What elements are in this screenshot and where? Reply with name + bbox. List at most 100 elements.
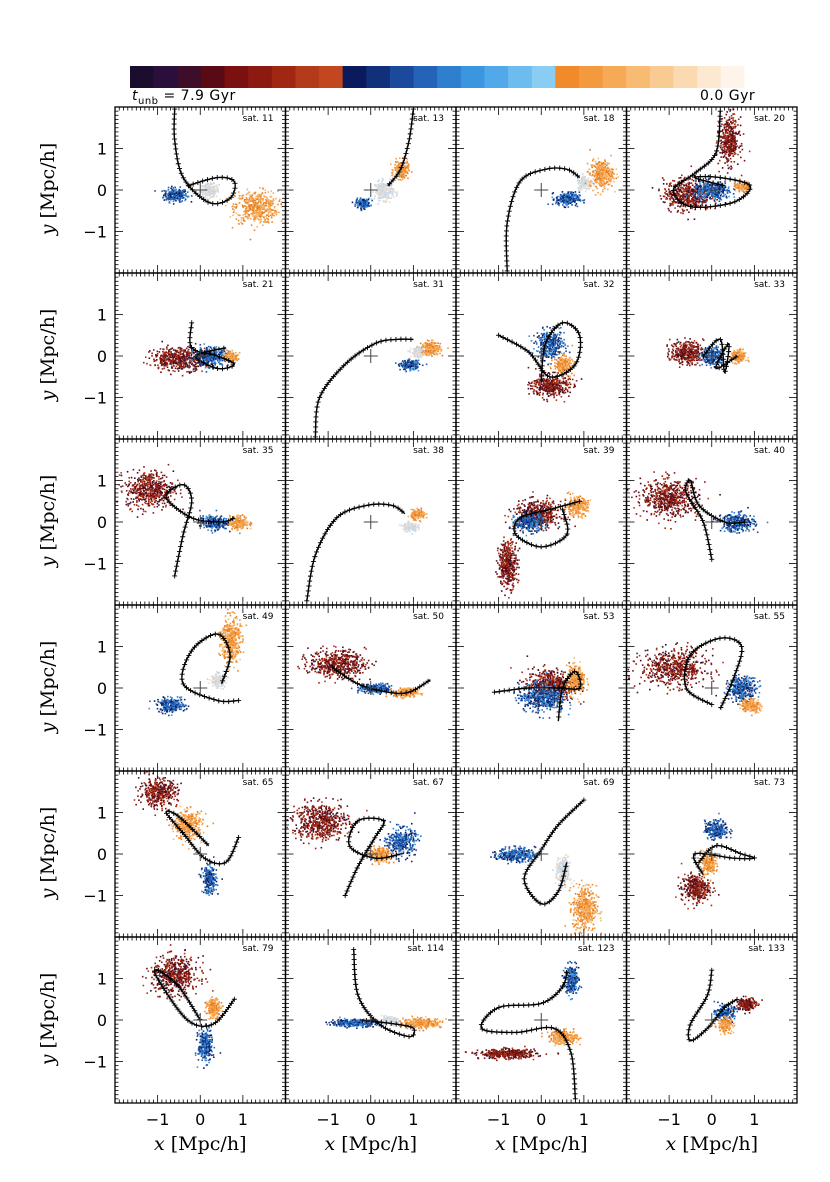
particle-point [699,183,702,186]
particle-point [382,185,384,188]
particle-point [263,195,265,198]
orbit-marker [390,177,396,183]
particle-point [675,188,678,191]
particle-point [195,359,198,361]
particle-point [264,198,267,201]
particle-point [174,370,176,373]
particle-point [176,195,179,198]
particle-point [260,206,263,209]
particle-point [366,205,368,208]
particle-point [714,189,717,192]
particle-point [385,182,388,185]
particle-point [709,184,711,186]
particle-point [376,190,379,193]
particle-point [712,195,715,197]
particle-point [717,162,720,165]
particle-point [597,172,599,175]
particle-point [163,364,166,367]
particle-point [574,198,576,200]
particle-point [726,122,728,124]
particle-point [176,194,178,196]
particle-point [733,188,736,191]
particle-point [211,191,214,193]
particle-point [289,200,291,202]
particle-point [170,185,173,188]
particle-point [169,193,171,196]
particle-point [724,153,727,155]
orbit-marker [712,203,718,209]
particle-point [709,191,711,194]
particle-point [731,140,733,142]
particle-point [168,195,171,197]
particle-point [362,204,364,207]
particle-point [560,201,562,203]
particle-point [180,350,183,352]
particle-point [179,359,181,361]
particle-point [388,188,391,191]
particle-point [708,193,711,196]
particle-point [725,128,728,131]
particle-point [188,361,190,364]
orbit-marker [220,199,226,205]
particle-point [362,199,364,201]
particle-point [186,191,189,193]
particle-point [586,171,589,173]
particle-point [260,212,263,214]
particle-point [734,186,737,189]
particle-point [177,356,180,359]
particle-point [699,186,702,189]
particle-point [181,367,184,370]
particle-point [275,211,278,214]
particle-point [718,200,721,203]
particle-point [402,176,405,178]
particle-point [214,185,216,188]
particle-point [592,164,594,167]
particle-point [607,170,609,173]
particle-point [685,201,688,203]
particle-point [177,370,180,372]
particle-point [381,192,383,195]
particle-point [605,178,608,181]
particle-point [696,198,698,200]
particle-point [211,183,214,185]
colorbar-left-label-sub: unb [138,96,159,107]
particle-point [690,188,693,191]
orbit-marker [201,197,207,203]
particle-point [690,204,693,207]
colorbar-swatch [200,66,226,88]
particle-point [404,168,407,170]
particle-point [248,191,251,193]
particle-point [379,193,382,195]
particle-point [599,174,602,176]
particle-point [724,137,726,140]
particle-point [251,194,254,196]
colorbar-swatch [366,66,391,88]
particle-point [387,191,389,194]
particle-point [168,202,171,204]
particle-point [730,150,733,152]
particle-point [704,194,707,197]
particle-point [235,203,237,206]
particle-point [245,208,248,210]
particle-point [395,157,397,160]
particle-point [254,218,257,221]
particle-point [257,205,260,208]
particle-point [183,350,186,352]
orbit-marker [405,141,411,147]
particle-point [567,206,570,208]
particle-point [249,207,251,210]
particle-point [703,188,706,191]
particle-point [670,193,672,196]
particle-point [587,188,590,190]
particle-point [600,171,603,174]
particle-point [555,201,558,204]
particle-point [715,194,717,197]
particle-point [260,211,263,213]
particle-point [730,141,733,144]
orbit-marker [736,197,742,203]
particle-point [176,361,179,364]
particle-point [248,196,251,199]
particle-point [691,207,693,210]
orbit-marker [503,238,509,244]
particle-point [680,190,683,192]
